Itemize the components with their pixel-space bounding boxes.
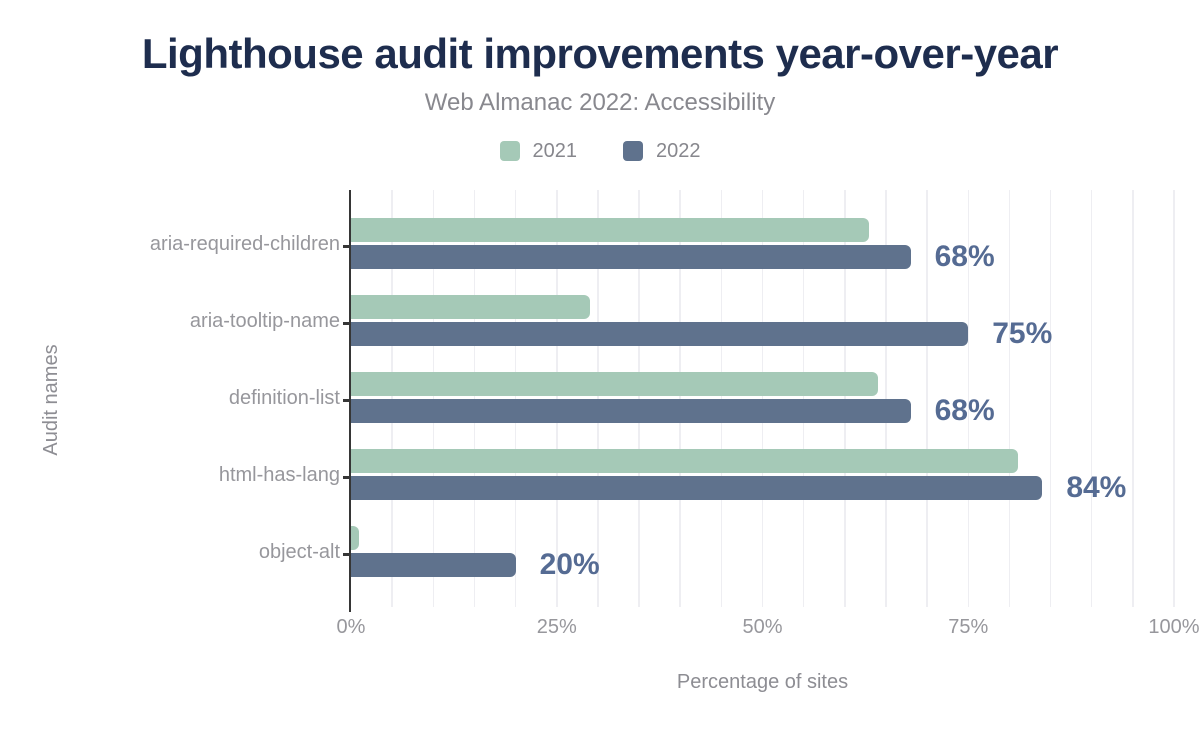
- gridline: [967, 190, 969, 607]
- gridline: [473, 190, 476, 607]
- value-label: 75%: [992, 317, 1053, 350]
- gridline: [391, 190, 393, 607]
- bar-2022-html-has-lang: [351, 476, 1043, 500]
- bar-2022-aria-required-children: [351, 245, 911, 269]
- value-label: 68%: [934, 394, 995, 427]
- x-tick-label: 50%: [742, 616, 783, 638]
- bar-2022-object-alt: [351, 553, 516, 577]
- category-tick: [343, 399, 349, 402]
- gridline: [1049, 190, 1052, 607]
- x-tick-label: 0%: [336, 616, 366, 638]
- legend-label-2022: 2022: [656, 139, 701, 162]
- gridline: [885, 190, 887, 607]
- category-label: aria-tooltip-name: [189, 309, 340, 332]
- chart-title: Lighthouse audit improvements year-over-…: [141, 30, 1059, 77]
- legend-swatch-2021-icon: [499, 141, 520, 161]
- legend-label-2021: 2021: [532, 139, 578, 162]
- y-axis-line: [348, 190, 351, 612]
- gridline: [844, 190, 846, 607]
- gridline: [1008, 190, 1011, 607]
- value-label: 84%: [1066, 471, 1127, 504]
- category-tick: [343, 322, 349, 325]
- legend-swatch-2022-icon: [623, 141, 643, 161]
- bar-2021-html-has-lang: [351, 449, 1018, 473]
- category-label: object-alt: [258, 540, 340, 563]
- gridline: [432, 190, 435, 607]
- value-label: 68%: [934, 240, 995, 273]
- x-axis-title: Percentage of sites: [676, 671, 849, 693]
- bar-2021-aria-required-children: [351, 218, 870, 242]
- bar-2021-object-alt: [351, 526, 360, 550]
- bar-2021-aria-tooltip-name: [351, 295, 590, 319]
- category-tick: [343, 476, 349, 479]
- value-label: 20%: [539, 548, 600, 581]
- chart-subtitle: Web Almanac 2022: Accessibility: [424, 89, 776, 116]
- category-label: aria-required-children: [149, 232, 340, 255]
- bar-2022-aria-tooltip-name: [351, 322, 969, 346]
- gridline: [761, 190, 764, 607]
- gridline: [1132, 190, 1134, 607]
- x-tick-label: 25%: [536, 616, 577, 638]
- gridline: [679, 190, 681, 607]
- category-tick: [343, 553, 349, 556]
- bar-2022-definition-list: [351, 399, 911, 423]
- gridline: [926, 190, 928, 607]
- x-tick-label: 100%: [1148, 616, 1200, 638]
- x-tick-label: 75%: [948, 616, 989, 638]
- gridline: [1090, 190, 1093, 607]
- gridline: [720, 190, 723, 607]
- gridline: [514, 190, 517, 607]
- bar-2021-definition-list: [351, 372, 878, 396]
- gridline: [638, 190, 640, 607]
- gridline: [1173, 190, 1175, 607]
- y-axis-title: Audit names: [40, 344, 62, 456]
- gridline: [556, 190, 558, 607]
- category-label: html-has-lang: [218, 463, 340, 486]
- category-label: definition-list: [228, 386, 340, 409]
- category-tick: [343, 245, 349, 248]
- legend: 2021 2022: [0, 139, 1200, 163]
- gridline: [802, 190, 805, 607]
- legend-item-2022[interactable]: 2022: [623, 140, 701, 163]
- legend-item-2021[interactable]: 2021: [499, 139, 578, 163]
- gridline: [597, 190, 599, 607]
